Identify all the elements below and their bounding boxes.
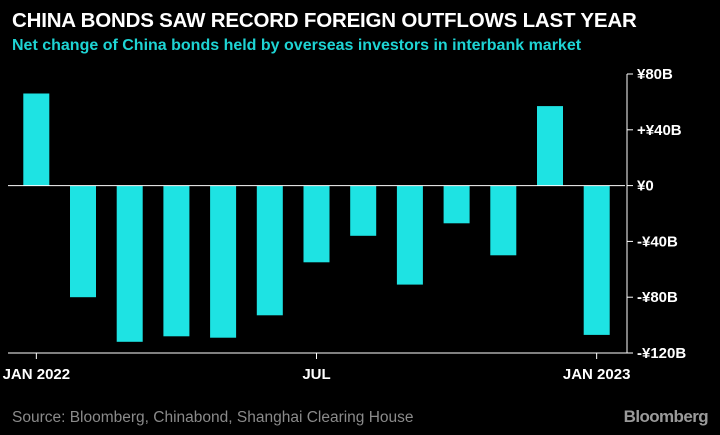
- y-tick-label: -¥80B: [637, 289, 678, 306]
- x-tick-label: JAN 2023: [563, 366, 631, 383]
- x-tick-label: JUL: [302, 366, 330, 383]
- bar-jul-2022: [303, 185, 330, 263]
- axes-group: [8, 73, 633, 359]
- chart-subtitle: Net change of China bonds held by overse…: [12, 37, 582, 54]
- bloomberg-logo: Bloomberg: [623, 407, 709, 426]
- x-tick-labels: JAN 2022 JUL JAN 2023: [3, 366, 631, 383]
- bar-feb-2022: [70, 185, 96, 298]
- bar-mar-2022: [116, 185, 143, 342]
- y-tick-label: -¥40B: [637, 233, 678, 250]
- bar-apr-2022: [163, 185, 190, 337]
- bar-jan-2022: [23, 93, 50, 186]
- chart-title: CHINA BONDS SAW RECORD FOREIGN OUTFLOWS …: [12, 9, 637, 32]
- bar-aug-2022: [350, 185, 377, 236]
- source-note: Source: Bloomberg, Chinabond, Shanghai C…: [12, 409, 414, 426]
- bar-jun-2022: [256, 185, 283, 316]
- bar-jan-2023: [583, 185, 610, 335]
- y-tick-label: -¥120B: [637, 345, 686, 362]
- bars-group: [23, 93, 610, 342]
- y-tick-labels: ¥80B +¥40B ¥0 -¥40B -¥80B -¥120B: [637, 66, 686, 362]
- bar-nov-2022: [490, 185, 517, 256]
- x-tick-label: JAN 2022: [3, 366, 71, 383]
- bar-dec-2022: [537, 106, 563, 186]
- bar-sep-2022: [396, 185, 423, 285]
- bar-may-2022: [210, 185, 237, 338]
- y-tick-label: ¥80B: [637, 66, 673, 83]
- y-tick-label: +¥40B: [637, 122, 682, 139]
- bar-oct-2022: [443, 185, 470, 224]
- y-tick-label: ¥0: [637, 178, 654, 195]
